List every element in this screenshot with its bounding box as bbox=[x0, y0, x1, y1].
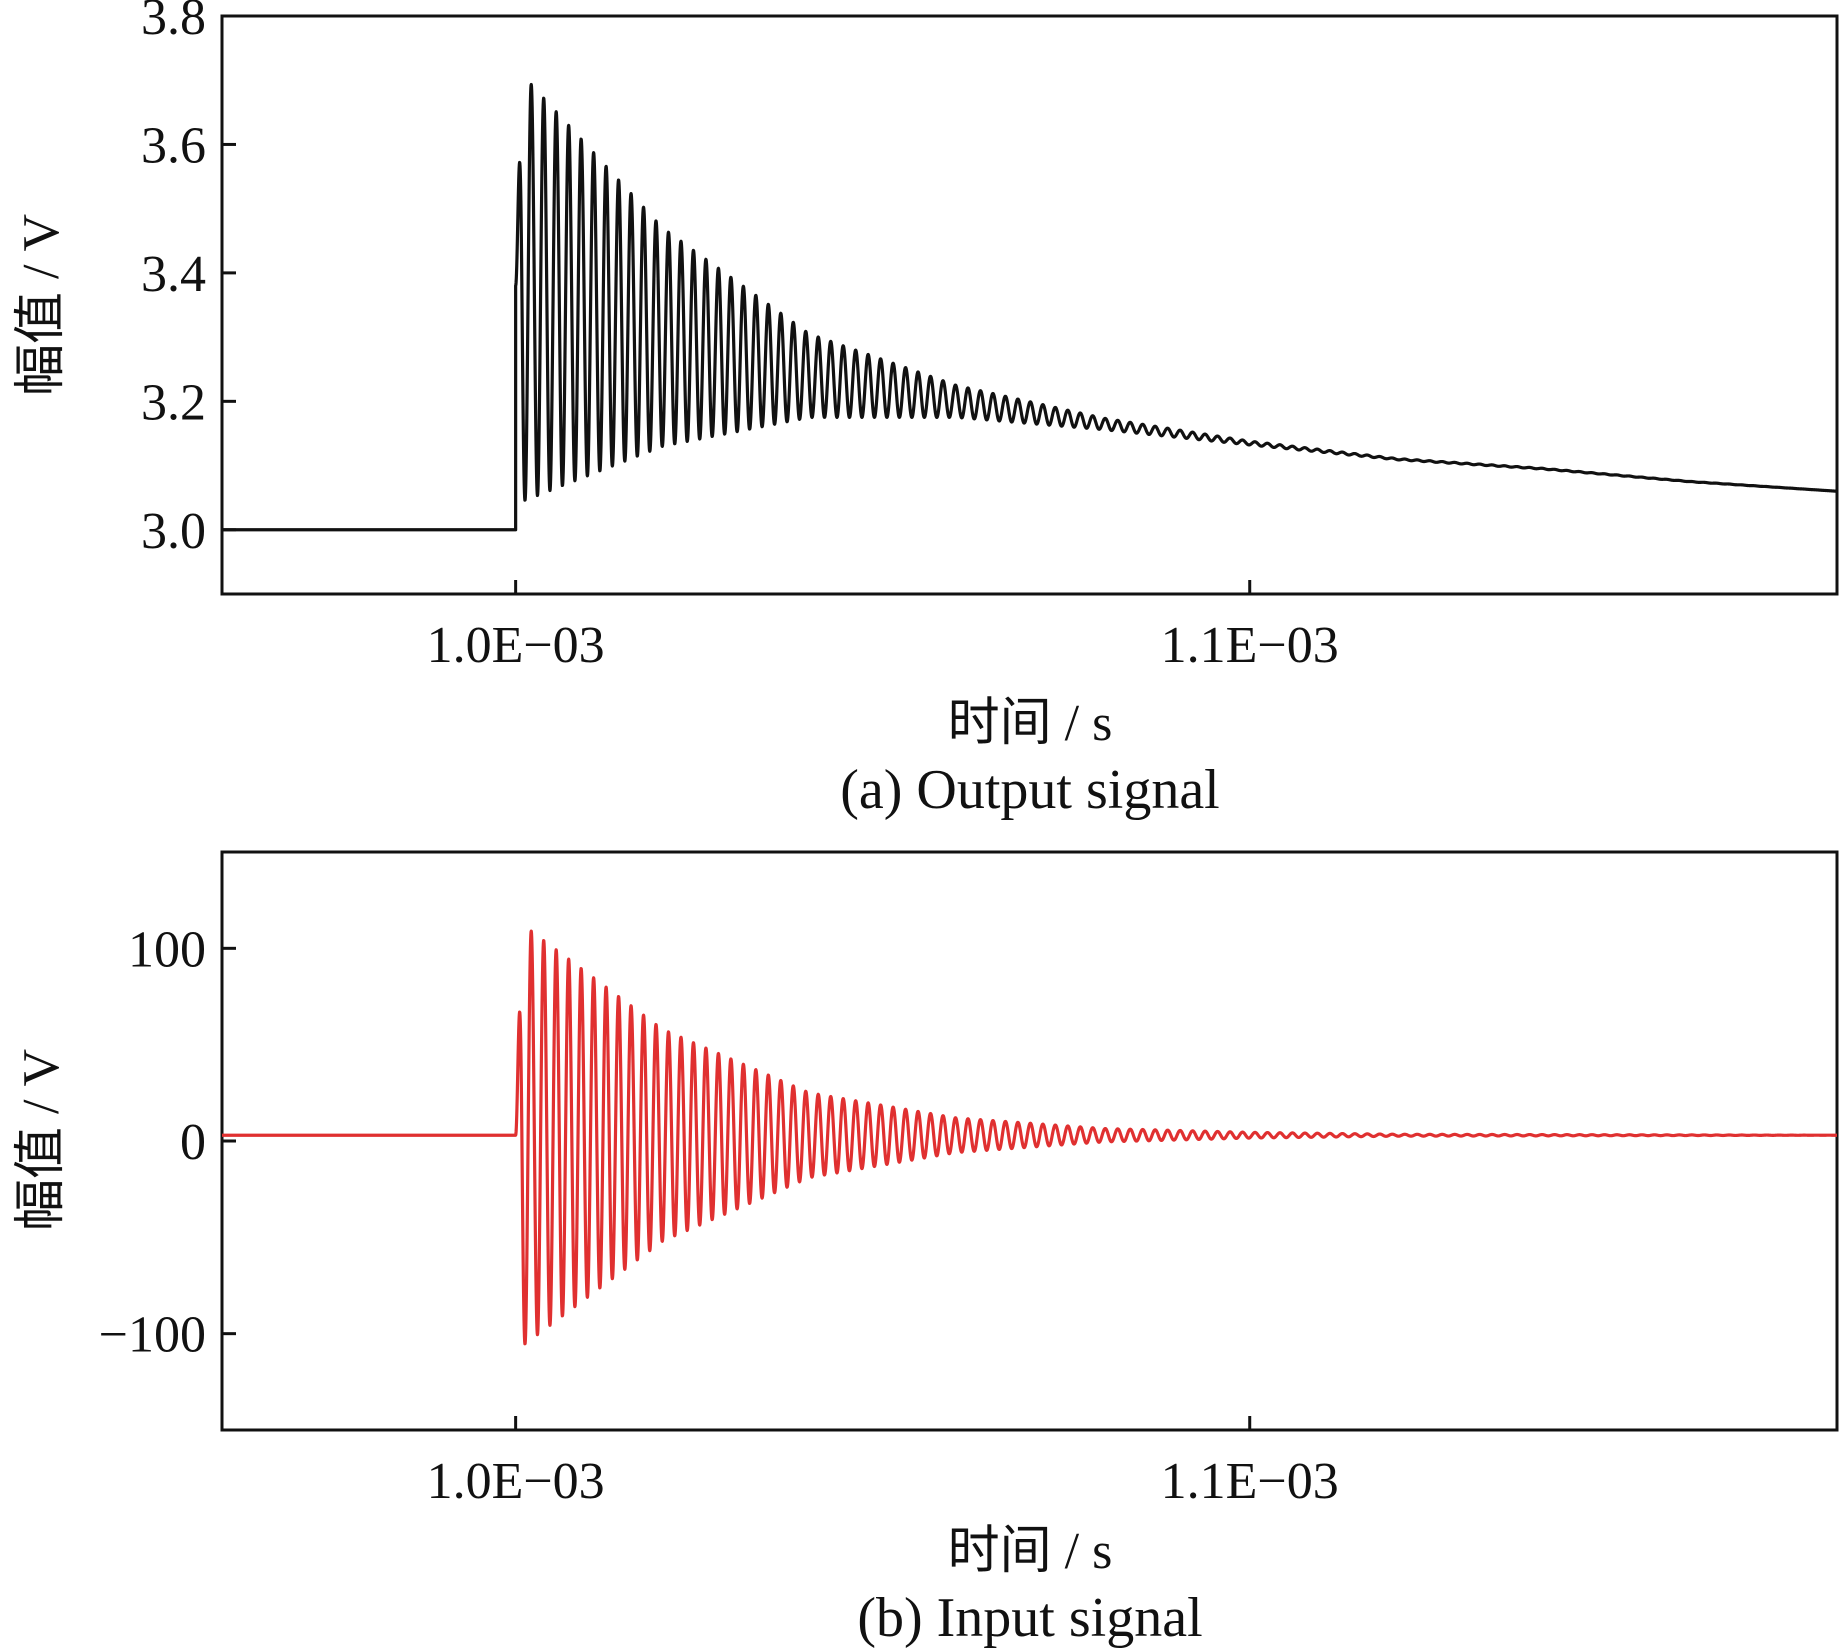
chart-output-signal: 3.0 3.2 3.4 3.6 3.8 1.0E−03 1.1E−03 幅值 / V 时间… bbox=[13, 0, 1839, 821]
chart-caption: (a) Output signal bbox=[840, 759, 1219, 821]
x-tick-label: 1.1E−03 bbox=[1161, 617, 1339, 674]
x-axis-label: 时间 / s bbox=[948, 695, 1113, 752]
y-tick-label: −100 bbox=[99, 1307, 206, 1364]
plot-frame bbox=[220, 850, 1839, 1432]
y-axis: −100 0 100 bbox=[99, 921, 236, 1364]
y-tick-label: 3.0 bbox=[141, 503, 206, 560]
x-axis: 1.0E−03 1.1E−03 bbox=[427, 580, 1339, 674]
y-tick-label: 3.6 bbox=[141, 117, 206, 174]
y-tick-label: 3.8 bbox=[141, 0, 206, 46]
y-tick-label: 100 bbox=[128, 921, 206, 978]
x-tick-label: 1.0E−03 bbox=[427, 617, 605, 674]
plot-frame bbox=[220, 14, 1839, 596]
y-tick-label: 3.4 bbox=[141, 246, 206, 303]
chart-input-signal: −100 0 100 1.0E−03 1.1E−03 幅值 / V 时间 / s (b… bbox=[13, 850, 1839, 1649]
x-tick-label: 1.0E−03 bbox=[427, 1453, 605, 1510]
y-axis: 3.0 3.2 3.4 3.6 3.8 bbox=[141, 0, 236, 560]
y-axis-label: 幅值 / V bbox=[13, 1049, 70, 1231]
chart-caption: (b) Input signal bbox=[857, 1587, 1202, 1649]
x-axis-label: 时间 / s bbox=[948, 1523, 1113, 1580]
series-line-output bbox=[222, 82, 1839, 532]
y-tick-label: 3.2 bbox=[141, 374, 206, 431]
series-line-input bbox=[222, 929, 1839, 1346]
x-axis: 1.0E−03 1.1E−03 bbox=[427, 1416, 1339, 1510]
y-axis-label: 幅值 / V bbox=[13, 214, 70, 396]
x-tick-label: 1.1E−03 bbox=[1161, 1453, 1339, 1510]
y-tick-label: 0 bbox=[180, 1114, 206, 1171]
